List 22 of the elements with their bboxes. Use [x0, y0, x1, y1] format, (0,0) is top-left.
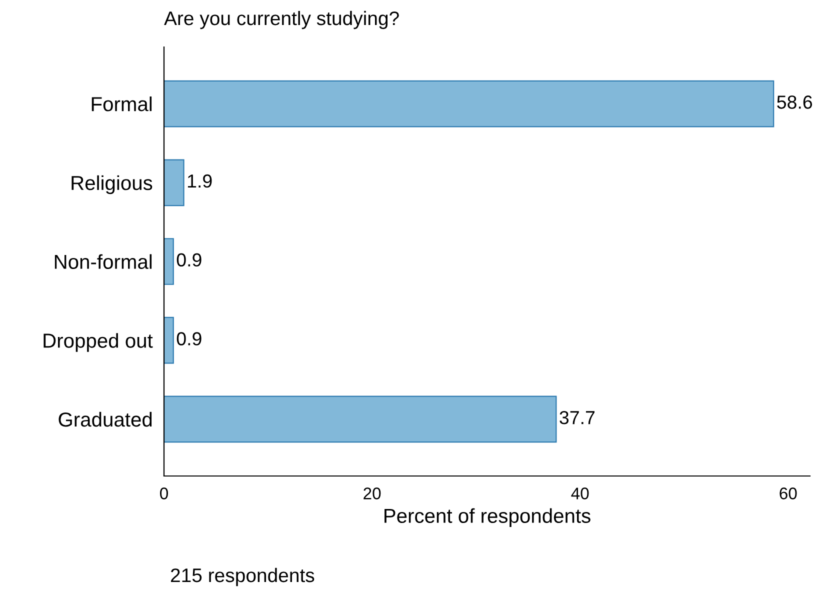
bar [164, 80, 774, 128]
text: 215 respondents [170, 568, 314, 586]
y-tick-label: Formal [92, 96, 152, 112]
bar [164, 396, 557, 443]
data-label: 37.7 [560, 410, 595, 424]
x-axis-title: Percent of respondents [384, 508, 590, 527]
y-tick-label: Dropped out [44, 333, 153, 352]
bar [164, 238, 174, 285]
data-label: 0.9 [176, 253, 202, 267]
y-tick-label: Religious [72, 175, 152, 194]
x-tick-label: 60 [780, 488, 797, 500]
x-tick-label: 20 [364, 488, 381, 500]
chart-title: Are you currently studying? [164, 10, 399, 30]
data-label: 58.6 [777, 96, 812, 109]
data-label: 1.9 [188, 174, 212, 188]
bar [164, 159, 184, 206]
bar [164, 316, 174, 364]
x-tick-label: 40 [571, 488, 589, 500]
data-label: 0.9 [176, 332, 202, 346]
x-tick-label: 0 [160, 488, 168, 500]
y-tick-label: Non-formal [54, 254, 152, 269]
y-tick-label: Graduated [58, 412, 152, 427]
